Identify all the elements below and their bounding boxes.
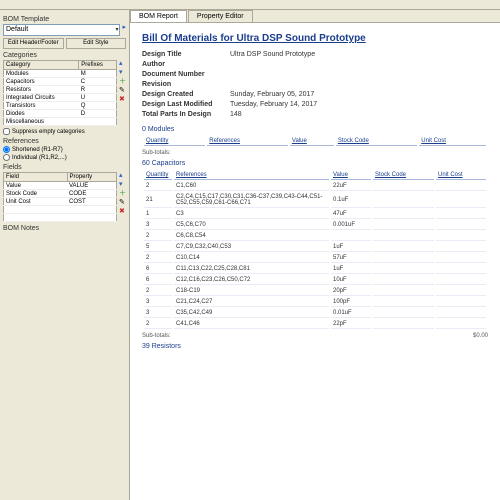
table-row: 5C7,C9,C32,C40,C531uF — [144, 243, 486, 252]
template-label: BOM Template — [3, 16, 126, 23]
tab-bom-report[interactable]: BOM Report — [130, 10, 187, 22]
table-row: 6C11,C13,C22,C25,C28,C811uF — [144, 265, 486, 274]
capacitors-table: QuantityReferencesValueStock CodeUnit Co… — [142, 169, 488, 331]
edit-icon[interactable]: ✎ — [119, 199, 126, 207]
modules-heading: 0 Modules — [142, 126, 488, 133]
table-row: 2C10,C1457uF — [144, 254, 486, 263]
categories-table[interactable]: CategoryPrefixes ModulesM CapacitorsC Re… — [3, 60, 117, 126]
table-row: 3C35,C42,C490.01uF — [144, 309, 486, 318]
resistors-heading: 39 Resistors — [142, 343, 488, 350]
tab-bar: BOM Report Property Editor — [130, 10, 500, 23]
table-row: 3C5,C6,C700.001uF — [144, 221, 486, 230]
edit-header-button[interactable]: Edit Header/Footer — [3, 38, 64, 49]
down-icon[interactable]: ▾ — [119, 69, 126, 77]
add-icon[interactable]: ＋ — [119, 190, 126, 198]
meta-block: Design TitleUltra DSP Sound Prototype Au… — [142, 50, 488, 120]
table-row: 2C41,C4622pF — [144, 320, 486, 329]
template-combo[interactable]: Default — [3, 24, 120, 36]
table-row: 2C18-C1920pF — [144, 287, 486, 296]
up-icon[interactable]: ▴ — [119, 60, 126, 68]
ref-individual-radio[interactable]: Individual (R1,R2,...) — [3, 154, 126, 161]
categories-label: Categories — [3, 52, 126, 59]
side-panel: BOM Template Default ▸ Edit Header/Foote… — [0, 10, 130, 500]
ref-shortened-radio[interactable]: Shortened (R1-R7) — [3, 146, 126, 153]
fields-table[interactable]: FieldProperty ValueVALUE Stock CodeCODE … — [3, 172, 117, 222]
edit-style-button[interactable]: Edit Style — [66, 38, 127, 49]
add-icon[interactable]: ＋ — [119, 78, 126, 86]
report-title: Bill Of Materials for Ultra DSP Sound Pr… — [142, 33, 488, 44]
references-label: References — [3, 138, 126, 145]
delete-icon[interactable]: ✖ — [119, 208, 126, 216]
fields-label: Fields — [3, 164, 126, 171]
table-row: 2C1,C6022uF — [144, 182, 486, 191]
table-row: 6C12,C16,C23,C26,C50,C7210uF — [144, 276, 486, 285]
delete-icon[interactable]: ✖ — [119, 96, 126, 104]
modules-table: QuantityReferencesValueStock CodeUnit Co… — [142, 135, 488, 148]
arrow-icon[interactable]: ▸ — [122, 24, 126, 32]
down-icon[interactable]: ▾ — [119, 181, 126, 189]
suppress-checkbox[interactable]: Suppress empty categories — [3, 128, 126, 135]
table-row: 3C21,C24,C27100pF — [144, 298, 486, 307]
table-row: 21C2,C4,C15,C17,C30,C31,C36-C37,C39,C43-… — [144, 193, 486, 208]
subtotals-label: Sub-totals: — [142, 150, 488, 156]
notes-label: BOM Notes — [3, 225, 126, 232]
report-area: Bill Of Materials for Ultra DSP Sound Pr… — [130, 23, 500, 500]
capacitors-heading: 60 Capacitors — [142, 160, 488, 167]
up-icon[interactable]: ▴ — [119, 172, 126, 180]
table-row: 2C6,C8,C54 — [144, 232, 486, 241]
tab-property-editor[interactable]: Property Editor — [188, 10, 253, 22]
edit-icon[interactable]: ✎ — [119, 87, 126, 95]
table-row: 1C347uF — [144, 210, 486, 219]
